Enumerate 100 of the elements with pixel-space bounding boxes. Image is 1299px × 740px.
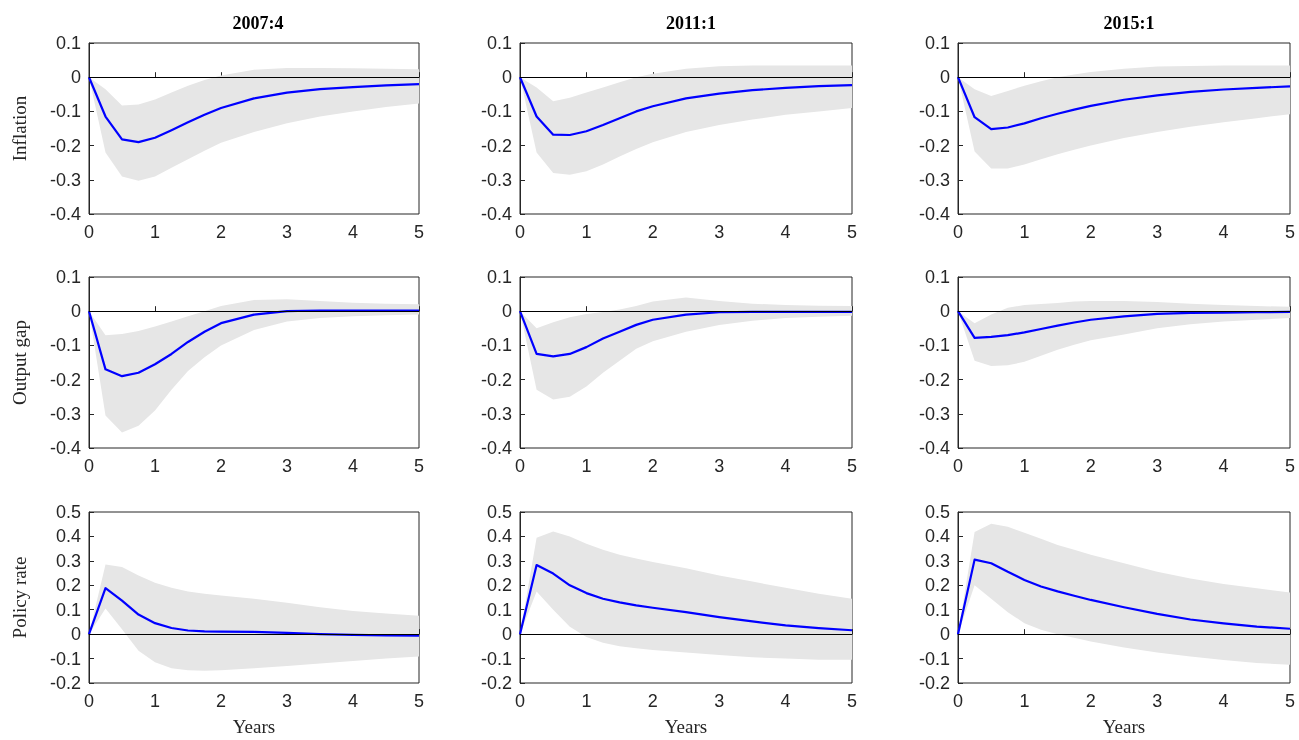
y-tick-label: -0.4 (49, 438, 81, 458)
x-tick-label: 1 (581, 222, 592, 242)
y-tick-label: 0.1 (924, 599, 950, 620)
y-tick-label: 0.1 (486, 33, 512, 53)
y-tick-label: 0.5 (924, 502, 950, 522)
x-tick-label: 3 (714, 222, 725, 242)
x-tick-label: 5 (846, 222, 858, 242)
x-tick-label: 2 (1085, 691, 1096, 711)
y-tick-label: -0.2 (918, 135, 950, 156)
y-tick-label: 0.1 (924, 33, 950, 53)
y-tick-label: 0.1 (55, 33, 81, 53)
y-tick-label: 0.1 (486, 599, 512, 620)
x-tick-label: 3 (1152, 456, 1163, 476)
x-tick-label: 2 (647, 456, 658, 476)
x-tick-label: 4 (1218, 222, 1229, 242)
y-tick-label: 0.1 (924, 267, 950, 287)
y-tick-label: 0.3 (55, 550, 81, 571)
x-tick-label: 4 (347, 456, 359, 476)
y-tick-label: -0.1 (480, 101, 512, 122)
x-tick-label: 1 (149, 456, 161, 476)
x-tick-label: 4 (1218, 691, 1229, 711)
y-tick-label: -0.4 (49, 204, 81, 224)
x-tick-label: 2 (1085, 456, 1096, 476)
y-axis-title: Policy rate (9, 556, 30, 639)
x-axis-title: Years (664, 716, 708, 737)
y-tick-label: -0.3 (49, 169, 81, 190)
y-tick-label: 0.2 (486, 575, 512, 596)
y-tick-label: 0.1 (486, 267, 512, 287)
x-tick-label: 5 (1284, 456, 1296, 476)
y-tick-label: -0.1 (49, 335, 81, 356)
y-axis-title: Inflation (9, 95, 30, 162)
x-tick-label: 0 (952, 456, 964, 476)
x-tick-label: 5 (413, 691, 425, 711)
x-tick-label: 2 (215, 691, 227, 711)
x-tick-label: 3 (1152, 691, 1163, 711)
y-tick-label: 0 (939, 67, 950, 88)
x-tick-label: 4 (780, 691, 791, 711)
x-axis-title: Years (1102, 716, 1146, 737)
x-tick-label: 1 (149, 691, 161, 711)
x-tick-label: 0 (83, 222, 95, 242)
y-tick-label: -0.1 (480, 335, 512, 356)
chart-title: 2007:4 (232, 13, 284, 33)
x-tick-label: 2 (647, 222, 658, 242)
x-tick-label: 3 (281, 456, 293, 476)
x-tick-label: 0 (952, 691, 964, 711)
x-tick-label: 1 (581, 691, 592, 711)
x-tick-label: 2 (215, 456, 227, 476)
y-tick-label: 0.1 (55, 599, 81, 620)
y-tick-label: -0.3 (480, 403, 512, 424)
x-tick-label: 4 (1218, 456, 1229, 476)
x-axis-title: Years (232, 716, 276, 737)
y-tick-label: -0.1 (918, 335, 950, 356)
x-tick-label: 2 (1085, 222, 1096, 242)
y-tick-label: -0.2 (480, 135, 512, 156)
y-tick-label: 0.1 (55, 267, 81, 287)
y-tick-label: 0 (501, 67, 512, 88)
x-tick-label: 3 (714, 691, 725, 711)
x-tick-label: 1 (1019, 691, 1030, 711)
x-tick-label: 0 (514, 456, 526, 476)
x-tick-label: 3 (714, 456, 725, 476)
y-tick-label: 0.3 (924, 550, 950, 571)
y-tick-label: -0.2 (49, 135, 81, 156)
x-tick-label: 3 (281, 222, 293, 242)
y-tick-label: -0.1 (49, 101, 81, 122)
y-tick-label: 0.4 (924, 526, 950, 547)
y-tick-label: -0.2 (49, 369, 81, 390)
x-tick-label: 1 (1019, 222, 1030, 242)
x-tick-label: 5 (1284, 691, 1296, 711)
y-tick-label: -0.3 (918, 403, 950, 424)
y-tick-label: 0 (70, 301, 81, 322)
x-tick-label: 0 (514, 691, 526, 711)
y-tick-label: -0.4 (480, 204, 512, 224)
x-tick-label: 1 (149, 222, 161, 242)
y-tick-label: 0 (70, 624, 81, 645)
x-tick-label: 1 (581, 456, 592, 476)
x-tick-label: 4 (780, 456, 791, 476)
y-tick-label: 0.2 (55, 575, 81, 596)
y-axis-title: Output gap (9, 320, 30, 405)
y-tick-label: -0.1 (918, 648, 950, 669)
x-tick-label: 5 (1284, 222, 1296, 242)
x-tick-label: 0 (83, 456, 95, 476)
y-tick-label: -0.1 (480, 648, 512, 669)
y-tick-label: 0.4 (486, 526, 512, 547)
y-tick-label: -0.2 (480, 369, 512, 390)
x-tick-label: 0 (952, 222, 964, 242)
y-tick-label: 0 (501, 301, 512, 322)
x-tick-label: 1 (1019, 456, 1030, 476)
x-tick-label: 3 (1152, 222, 1163, 242)
x-tick-label: 0 (83, 691, 95, 711)
y-tick-label: -0.1 (918, 101, 950, 122)
y-tick-label: 0.3 (486, 550, 512, 571)
y-tick-label: -0.2 (918, 673, 950, 693)
x-tick-label: 2 (647, 691, 658, 711)
x-tick-label: 3 (281, 691, 293, 711)
y-tick-label: -0.4 (480, 438, 512, 458)
x-tick-label: 0 (514, 222, 526, 242)
line-series (956, 558, 1292, 636)
x-tick-label: 2 (215, 222, 227, 242)
x-tick-label: 5 (846, 691, 858, 711)
y-tick-label: -0.4 (918, 438, 950, 458)
